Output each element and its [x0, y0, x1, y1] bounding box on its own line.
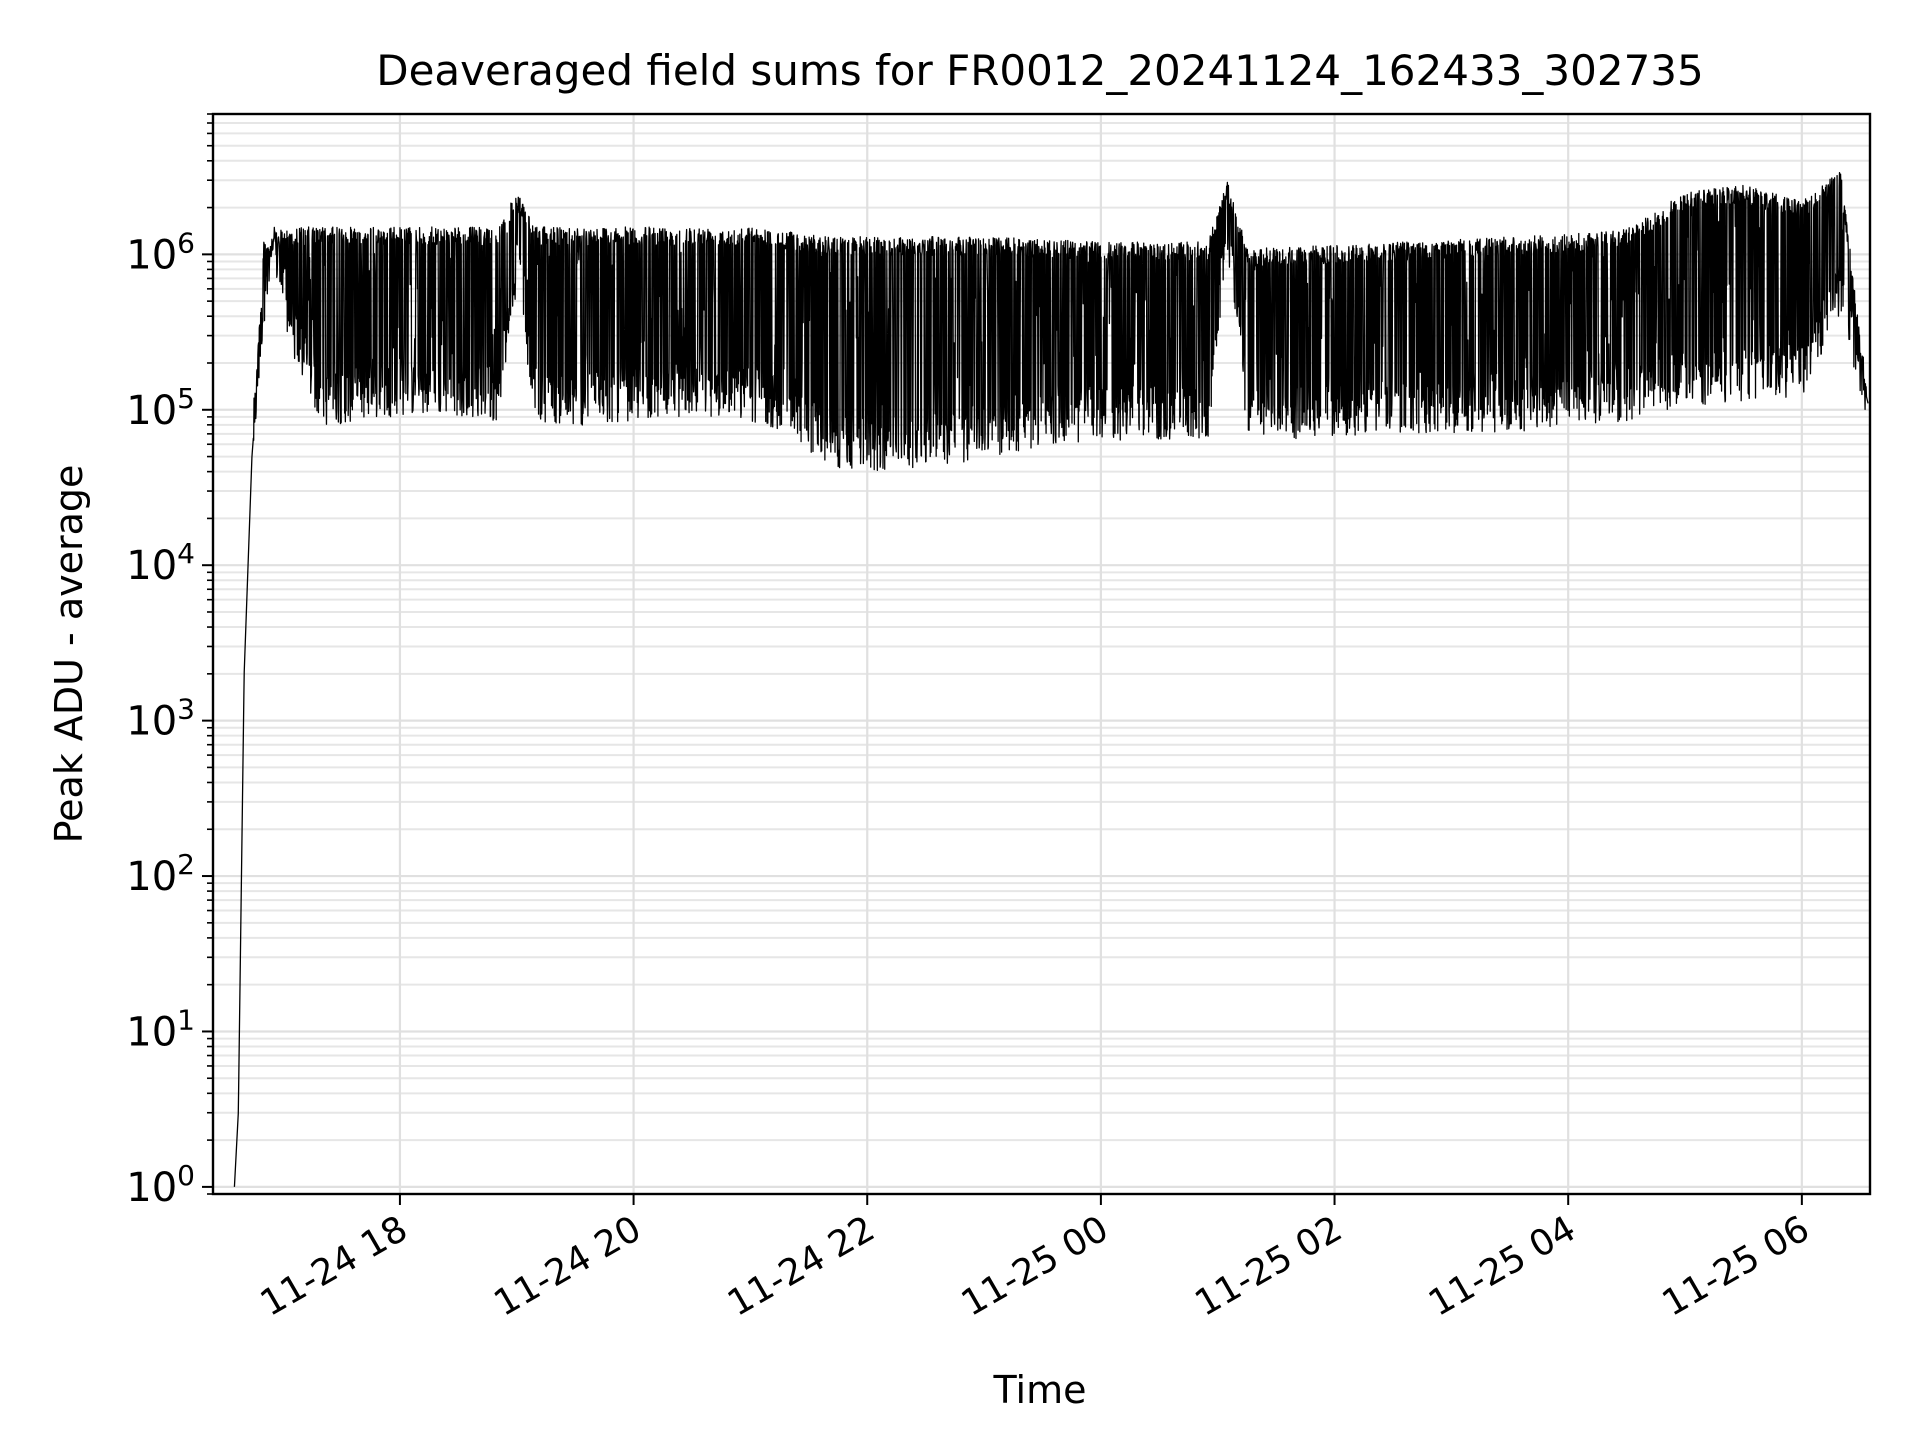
y-tick-label: 105: [126, 382, 195, 434]
plot-frame: [211, 112, 1872, 1196]
x-tick-label: 11-24 22: [721, 1208, 882, 1324]
y-tick-label: 106: [126, 226, 195, 278]
data-layer: [233, 172, 1869, 1187]
y-tick-label: 100: [126, 1159, 195, 1211]
x-tick-label: 11-24 18: [254, 1208, 415, 1324]
y-tick-label: 103: [126, 693, 195, 745]
x-tick-label: 11-25 02: [1188, 1208, 1349, 1324]
y-tick-label: 102: [126, 848, 195, 900]
chart-title: Deaveraged field sums for FR0012_2024112…: [376, 46, 1704, 95]
y-tick-label: 101: [126, 1003, 195, 1055]
y-axis-label: Peak ADU - average: [47, 465, 91, 844]
x-tick-label: 11-25 06: [1656, 1208, 1817, 1324]
x-tick-label: 11-24 20: [487, 1208, 648, 1324]
x-tick-label: 11-25 04: [1422, 1208, 1583, 1324]
series-line: [233, 172, 1869, 1187]
y-tick-label: 104: [126, 537, 195, 589]
x-tick-label: 11-25 00: [955, 1208, 1116, 1324]
x-axis-label: Time: [993, 1368, 1087, 1412]
